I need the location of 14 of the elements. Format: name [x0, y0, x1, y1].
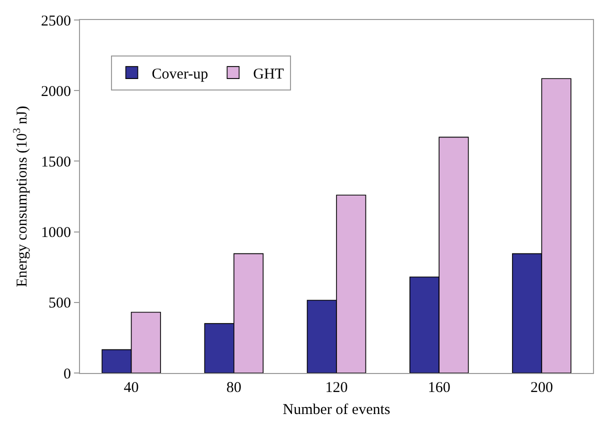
- x-tick-label: 80: [226, 380, 242, 396]
- y-tick-label: 0: [64, 366, 71, 382]
- y-tick-label: 2500: [41, 13, 71, 30]
- x-tick-label: 200: [530, 380, 553, 396]
- x-axis-title: Number of events: [282, 402, 390, 418]
- legend-label: GHT: [253, 66, 284, 82]
- y-tick-label: 1000: [41, 225, 71, 242]
- x-tick-label: 40: [124, 380, 139, 396]
- legend-label: Cover-up: [152, 66, 208, 82]
- x-tick-label: 160: [428, 380, 450, 396]
- y-tick-label: 2000: [41, 84, 71, 100]
- y-tick-label: 1500: [41, 154, 71, 170]
- y-tick-label: 500: [48, 296, 71, 312]
- x-tick-label: 120: [325, 380, 348, 396]
